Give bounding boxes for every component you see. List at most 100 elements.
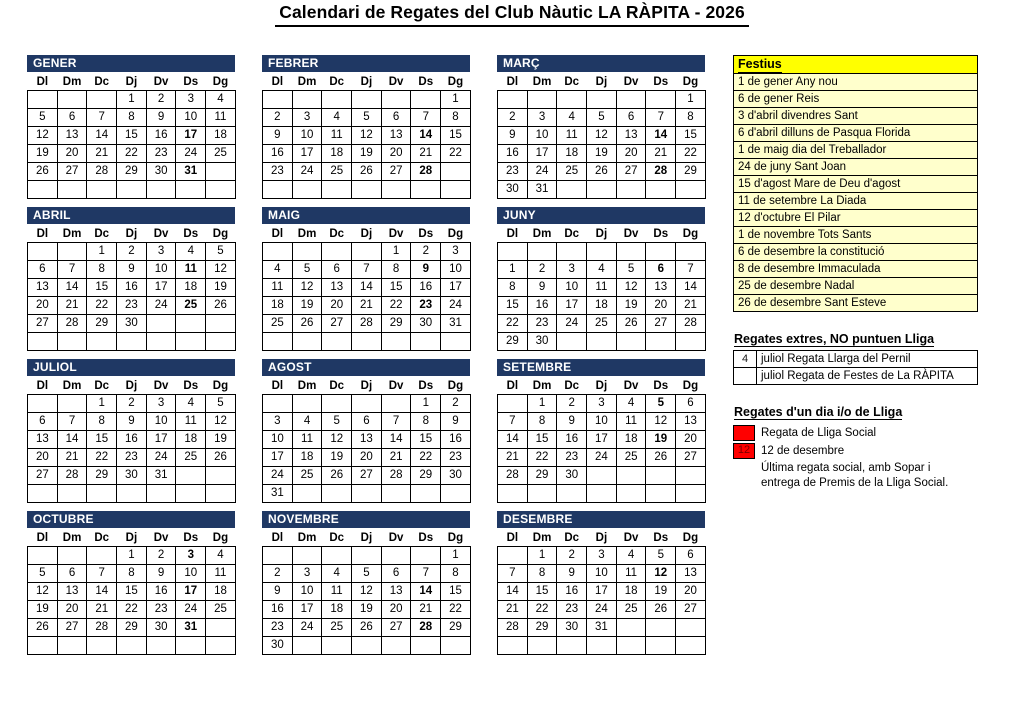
day-cell[interactable]: 8 <box>116 108 147 127</box>
day-cell[interactable]: 11 <box>205 108 236 127</box>
day-cell[interactable]: 27 <box>615 162 647 181</box>
day-cell[interactable]: 3 <box>175 90 207 109</box>
day-cell[interactable]: 31 <box>145 466 177 485</box>
day-cell[interactable]: 2 <box>526 260 558 279</box>
day-cell[interactable]: 23 <box>116 448 147 467</box>
day-cell[interactable]: 6 <box>27 412 58 431</box>
day-cell[interactable]: 25 <box>205 600 236 619</box>
day-cell[interactable]: 13 <box>27 278 58 297</box>
day-cell[interactable]: 27 <box>321 314 353 333</box>
day-cell[interactable]: 28 <box>86 162 118 181</box>
day-cell[interactable]: 25 <box>175 448 207 467</box>
day-cell[interactable]: 23 <box>556 600 588 619</box>
day-cell[interactable]: 11 <box>262 278 293 297</box>
day-cell[interactable]: 16 <box>145 582 177 601</box>
day-cell[interactable]: 28 <box>410 618 442 637</box>
day-cell[interactable]: 8 <box>675 108 706 127</box>
day-cell[interactable]: 17 <box>291 144 323 163</box>
day-cell[interactable]: 30 <box>145 618 177 637</box>
day-cell[interactable]: 7 <box>410 564 442 583</box>
day-cell[interactable]: 29 <box>497 332 528 351</box>
day-cell[interactable]: 5 <box>291 260 323 279</box>
day-cell[interactable]: 25 <box>291 466 323 485</box>
day-cell[interactable]: 13 <box>56 582 88 601</box>
day-cell[interactable]: 22 <box>410 448 442 467</box>
day-cell[interactable]: 19 <box>615 296 647 315</box>
day-cell[interactable]: 25 <box>615 600 647 619</box>
day-cell[interactable]: 12 <box>205 260 236 279</box>
day-cell[interactable]: 29 <box>410 466 442 485</box>
day-cell[interactable]: 18 <box>586 296 617 315</box>
day-cell[interactable]: 29 <box>380 314 412 333</box>
day-cell[interactable]: 11 <box>615 412 647 431</box>
day-cell[interactable]: 27 <box>675 600 706 619</box>
day-cell[interactable]: 17 <box>291 600 323 619</box>
day-cell[interactable]: 12 <box>586 126 617 145</box>
day-cell[interactable]: 24 <box>586 600 617 619</box>
day-cell[interactable]: 15 <box>116 126 147 145</box>
day-cell[interactable]: 27 <box>56 618 88 637</box>
day-cell[interactable]: 16 <box>556 582 588 601</box>
day-cell[interactable]: 26 <box>27 162 58 181</box>
day-cell[interactable]: 1 <box>497 260 528 279</box>
day-cell[interactable]: 29 <box>116 618 147 637</box>
day-cell[interactable]: 7 <box>410 108 442 127</box>
day-cell[interactable]: 7 <box>380 412 412 431</box>
day-cell[interactable]: 22 <box>526 448 558 467</box>
day-cell[interactable]: 1 <box>116 546 147 565</box>
day-cell[interactable]: 7 <box>56 260 88 279</box>
day-cell[interactable]: 15 <box>86 278 118 297</box>
day-cell[interactable]: 1 <box>116 90 147 109</box>
day-cell[interactable]: 5 <box>645 546 677 565</box>
day-cell[interactable]: 6 <box>351 412 382 431</box>
day-cell[interactable]: 28 <box>86 618 118 637</box>
day-cell[interactable]: 26 <box>205 448 236 467</box>
day-cell[interactable]: 4 <box>205 90 236 109</box>
day-cell[interactable]: 28 <box>351 314 382 333</box>
day-cell[interactable]: 29 <box>440 618 471 637</box>
day-cell[interactable]: 27 <box>675 448 706 467</box>
day-cell[interactable]: 12 <box>351 582 382 601</box>
day-cell[interactable]: 5 <box>351 564 382 583</box>
day-cell[interactable]: 16 <box>497 144 528 163</box>
day-cell[interactable]: 20 <box>675 582 706 601</box>
day-cell[interactable]: 3 <box>526 108 558 127</box>
day-cell[interactable]: 12 <box>205 412 236 431</box>
day-cell[interactable]: 2 <box>440 394 471 413</box>
day-cell[interactable]: 27 <box>380 162 412 181</box>
day-cell[interactable]: 17 <box>145 278 177 297</box>
day-cell[interactable]: 26 <box>645 448 677 467</box>
day-cell[interactable]: 17 <box>175 126 207 145</box>
day-cell[interactable]: 19 <box>351 600 382 619</box>
day-cell[interactable]: 20 <box>321 296 353 315</box>
day-cell[interactable]: 20 <box>380 144 412 163</box>
day-cell[interactable]: 25 <box>586 314 617 333</box>
day-cell[interactable]: 20 <box>645 296 677 315</box>
day-cell[interactable]: 9 <box>497 126 528 145</box>
day-cell[interactable]: 23 <box>526 314 558 333</box>
day-cell[interactable]: 21 <box>497 600 528 619</box>
day-cell[interactable]: 3 <box>586 546 617 565</box>
day-cell[interactable]: 17 <box>586 430 617 449</box>
day-cell[interactable]: 24 <box>145 296 177 315</box>
day-cell[interactable]: 16 <box>556 430 588 449</box>
day-cell[interactable]: 10 <box>586 564 617 583</box>
day-cell[interactable]: 30 <box>556 618 588 637</box>
day-cell[interactable]: 14 <box>86 126 118 145</box>
day-cell[interactable]: 17 <box>262 448 293 467</box>
day-cell[interactable]: 26 <box>615 314 647 333</box>
day-cell[interactable]: 4 <box>321 108 353 127</box>
day-cell[interactable]: 24 <box>440 296 471 315</box>
day-cell[interactable]: 27 <box>27 466 58 485</box>
day-cell[interactable]: 19 <box>27 144 58 163</box>
day-cell[interactable]: 11 <box>175 260 207 279</box>
day-cell[interactable]: 8 <box>497 278 528 297</box>
day-cell[interactable]: 23 <box>262 162 293 181</box>
day-cell[interactable]: 17 <box>145 430 177 449</box>
day-cell[interactable]: 23 <box>497 162 528 181</box>
day-cell[interactable]: 16 <box>526 296 558 315</box>
day-cell[interactable]: 1 <box>440 90 471 109</box>
day-cell[interactable]: 31 <box>175 162 207 181</box>
day-cell[interactable]: 2 <box>116 242 147 261</box>
day-cell[interactable]: 23 <box>410 296 442 315</box>
